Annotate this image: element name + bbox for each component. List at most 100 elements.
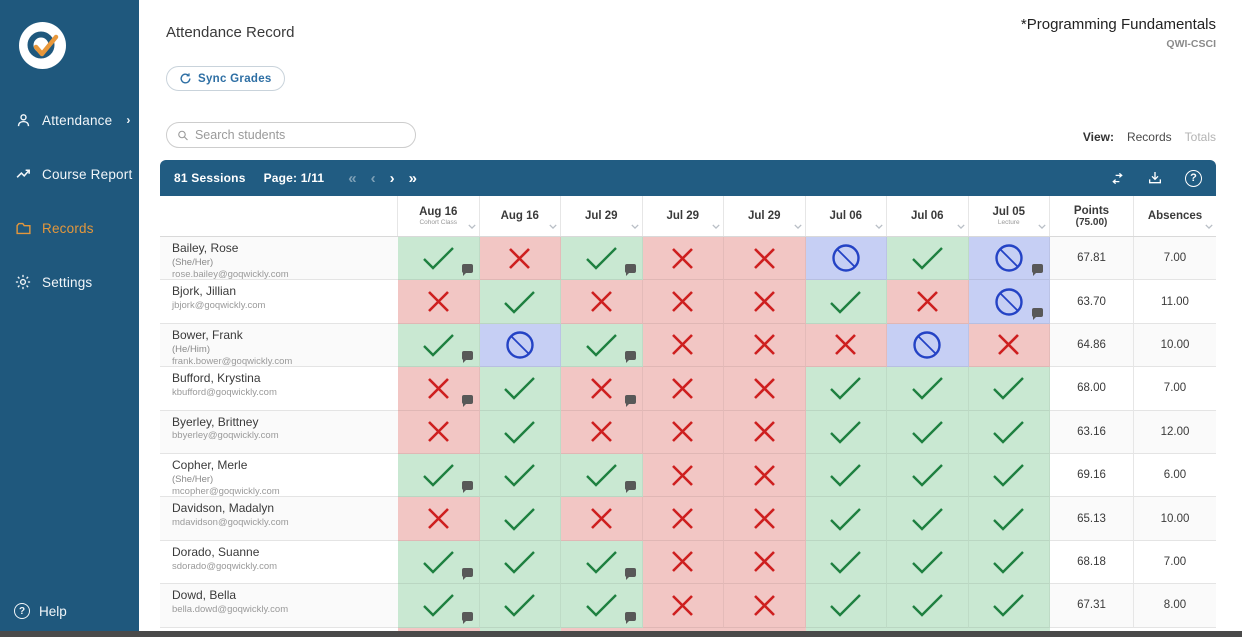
attendance-cell-x[interactable] bbox=[642, 497, 724, 541]
attendance-cell-x[interactable] bbox=[642, 367, 724, 411]
comment-icon[interactable] bbox=[461, 611, 473, 624]
sidebar-item-attendance[interactable]: Attendance › bbox=[0, 97, 139, 143]
attendance-cell-x[interactable] bbox=[887, 280, 969, 324]
comment-icon[interactable] bbox=[624, 351, 636, 364]
attendance-cell-x[interactable] bbox=[642, 410, 724, 454]
attendance-cell-x[interactable] bbox=[724, 237, 806, 281]
chevron-down-icon[interactable] bbox=[630, 216, 639, 234]
attendance-cell-no[interactable] bbox=[887, 323, 969, 368]
comment-icon[interactable] bbox=[461, 351, 473, 364]
chevron-down-icon[interactable] bbox=[875, 216, 883, 234]
attendance-cell-x[interactable] bbox=[724, 367, 806, 411]
view-option-totals[interactable]: Totals bbox=[1184, 130, 1216, 144]
sync-grades-button[interactable]: Sync Grades bbox=[166, 66, 285, 91]
chevron-down-icon[interactable] bbox=[793, 216, 802, 234]
attendance-cell-check[interactable] bbox=[561, 540, 643, 585]
student-cell[interactable]: Davidson, Madalyn mdavidson@goqwickly.com bbox=[160, 497, 398, 541]
attendance-cell-x[interactable] bbox=[642, 584, 724, 628]
swap-columns-icon[interactable] bbox=[1110, 171, 1125, 186]
attendance-cell-x[interactable] bbox=[642, 237, 724, 281]
last-page-icon[interactable]: » bbox=[408, 169, 417, 187]
attendance-cell-x[interactable] bbox=[642, 540, 724, 585]
attendance-cell-check[interactable] bbox=[479, 367, 561, 411]
attendance-cell-check[interactable] bbox=[968, 497, 1050, 541]
attendance-cell-check[interactable] bbox=[968, 540, 1050, 585]
attendance-cell-check[interactable] bbox=[398, 540, 480, 585]
attendance-cell-x[interactable] bbox=[642, 323, 724, 368]
attendance-cell-check[interactable] bbox=[561, 237, 643, 281]
attendance-cell-check[interactable] bbox=[968, 410, 1050, 454]
attendance-cell-x[interactable] bbox=[724, 323, 806, 368]
comment-icon[interactable] bbox=[624, 394, 636, 407]
attendance-cell-x[interactable] bbox=[398, 367, 480, 411]
attendance-cell-check[interactable] bbox=[398, 584, 480, 628]
chevron-down-icon[interactable] bbox=[956, 216, 965, 234]
attendance-cell-check[interactable] bbox=[561, 453, 643, 498]
attendance-cell-check[interactable] bbox=[887, 540, 969, 585]
attendance-cell-no[interactable] bbox=[479, 323, 561, 368]
comment-icon[interactable] bbox=[1032, 264, 1043, 277]
attendance-cell-x[interactable] bbox=[805, 323, 887, 368]
prev-page-icon[interactable]: ‹ bbox=[370, 169, 376, 187]
next-page-icon[interactable]: › bbox=[389, 169, 395, 187]
attendance-cell-check[interactable] bbox=[805, 584, 887, 628]
chevron-down-icon[interactable] bbox=[549, 216, 557, 234]
attendance-cell-check[interactable] bbox=[805, 453, 887, 498]
comment-icon[interactable] bbox=[624, 568, 636, 581]
comment-icon[interactable] bbox=[461, 264, 473, 277]
chevron-down-icon[interactable] bbox=[1205, 216, 1213, 234]
attendance-cell-x[interactable] bbox=[398, 280, 480, 324]
sidebar-item-records[interactable]: Records bbox=[0, 205, 139, 251]
attendance-cell-x[interactable] bbox=[479, 237, 561, 281]
attendance-cell-check[interactable] bbox=[398, 453, 480, 498]
attendance-cell-x[interactable] bbox=[561, 280, 643, 324]
sidebar-item-course-report[interactable]: Course Report bbox=[0, 151, 139, 197]
search-input[interactable] bbox=[194, 128, 405, 142]
attendance-cell-x[interactable] bbox=[968, 323, 1050, 368]
attendance-cell-check[interactable] bbox=[887, 453, 969, 498]
attendance-cell-x[interactable] bbox=[561, 410, 643, 454]
attendance-cell-check[interactable] bbox=[805, 280, 887, 324]
student-cell[interactable]: Bjork, Jillian jbjork@goqwickly.com bbox=[160, 280, 398, 324]
sidebar-help[interactable]: ? Help bbox=[14, 603, 67, 619]
attendance-cell-check[interactable] bbox=[479, 410, 561, 454]
comment-icon[interactable] bbox=[624, 611, 636, 624]
attendance-cell-no[interactable] bbox=[968, 237, 1050, 281]
attendance-cell-check[interactable] bbox=[479, 453, 561, 498]
sidebar-item-settings[interactable]: Settings bbox=[0, 259, 139, 305]
attendance-cell-check[interactable] bbox=[561, 323, 643, 368]
student-cell[interactable]: Byerley, Brittney bbyerley@goqwickly.com bbox=[160, 410, 398, 454]
attendance-cell-check[interactable] bbox=[887, 584, 969, 628]
attendance-cell-x[interactable] bbox=[724, 540, 806, 585]
chevron-down-icon[interactable] bbox=[712, 216, 720, 234]
attendance-cell-check[interactable] bbox=[887, 367, 969, 411]
comment-icon[interactable] bbox=[624, 481, 636, 494]
attendance-cell-x[interactable] bbox=[724, 410, 806, 454]
attendance-cell-check[interactable] bbox=[479, 280, 561, 324]
comment-icon[interactable] bbox=[461, 568, 473, 581]
attendance-cell-no[interactable] bbox=[968, 280, 1050, 324]
attendance-cell-x[interactable] bbox=[724, 453, 806, 498]
attendance-cell-x[interactable] bbox=[642, 280, 724, 324]
attendance-cell-x[interactable] bbox=[724, 280, 806, 324]
attendance-cell-check[interactable] bbox=[887, 410, 969, 454]
attendance-cell-x[interactable] bbox=[398, 410, 480, 454]
attendance-cell-x[interactable] bbox=[724, 497, 806, 541]
attendance-cell-check[interactable] bbox=[968, 453, 1050, 498]
attendance-cell-check[interactable] bbox=[805, 497, 887, 541]
comment-icon[interactable] bbox=[624, 264, 636, 277]
student-cell[interactable]: Bufford, Krystina kbufford@goqwickly.com bbox=[160, 367, 398, 411]
attendance-cell-check[interactable] bbox=[805, 540, 887, 585]
attendance-cell-check[interactable] bbox=[479, 497, 561, 541]
comment-icon[interactable] bbox=[461, 481, 473, 494]
help-icon[interactable]: ? bbox=[1185, 169, 1202, 187]
attendance-cell-check[interactable] bbox=[887, 497, 969, 541]
attendance-cell-check[interactable] bbox=[887, 237, 969, 281]
download-icon[interactable] bbox=[1147, 170, 1163, 186]
app-logo[interactable] bbox=[19, 22, 66, 69]
attendance-cell-x[interactable] bbox=[561, 367, 643, 411]
attendance-cell-check[interactable] bbox=[968, 367, 1050, 411]
student-cell[interactable]: Copher, Merle (She/Her) mcopher@goqwickly.… bbox=[160, 453, 398, 498]
attendance-cell-check[interactable] bbox=[398, 237, 480, 281]
attendance-cell-check[interactable] bbox=[968, 584, 1050, 628]
